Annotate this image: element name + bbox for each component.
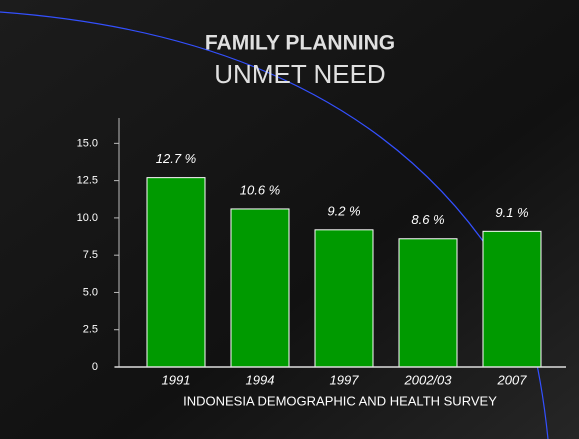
bar <box>482 230 542 368</box>
y-tick-label: 7.5 <box>83 249 98 261</box>
y-tick-label: 5.0 <box>83 286 98 298</box>
value-label: 12.7 % <box>156 151 196 166</box>
y-tick-label: 12.5 <box>77 175 98 187</box>
value-label: 9.1 % <box>495 205 528 220</box>
x-tick-label: 1991 <box>162 372 191 387</box>
bar <box>398 238 458 368</box>
value-label: 8.6 % <box>411 212 444 227</box>
x-tick-label: 2007 <box>497 372 528 387</box>
chart-subtitle: UNMET NEED <box>214 59 385 89</box>
y-tick-label: 10.0 <box>77 212 98 224</box>
y-tick-label: 2.5 <box>83 324 98 336</box>
x-axis-label: INDONESIA DEMOGRAPHIC AND HEALTH SURVEY <box>183 393 497 408</box>
value-label: 9.2 % <box>327 203 360 218</box>
value-label: 10.6 % <box>240 182 280 197</box>
y-tick-label: 0 <box>92 361 98 373</box>
bar <box>146 177 206 368</box>
x-tick-label: 1994 <box>246 372 275 387</box>
y-tick-label: 15.0 <box>77 137 98 149</box>
bar <box>230 208 290 368</box>
bar <box>314 229 374 368</box>
chart-title: FAMILY PLANNING <box>205 32 395 55</box>
x-tick-label: 2002/03 <box>404 372 453 387</box>
x-tick-label: 1997 <box>330 372 360 387</box>
